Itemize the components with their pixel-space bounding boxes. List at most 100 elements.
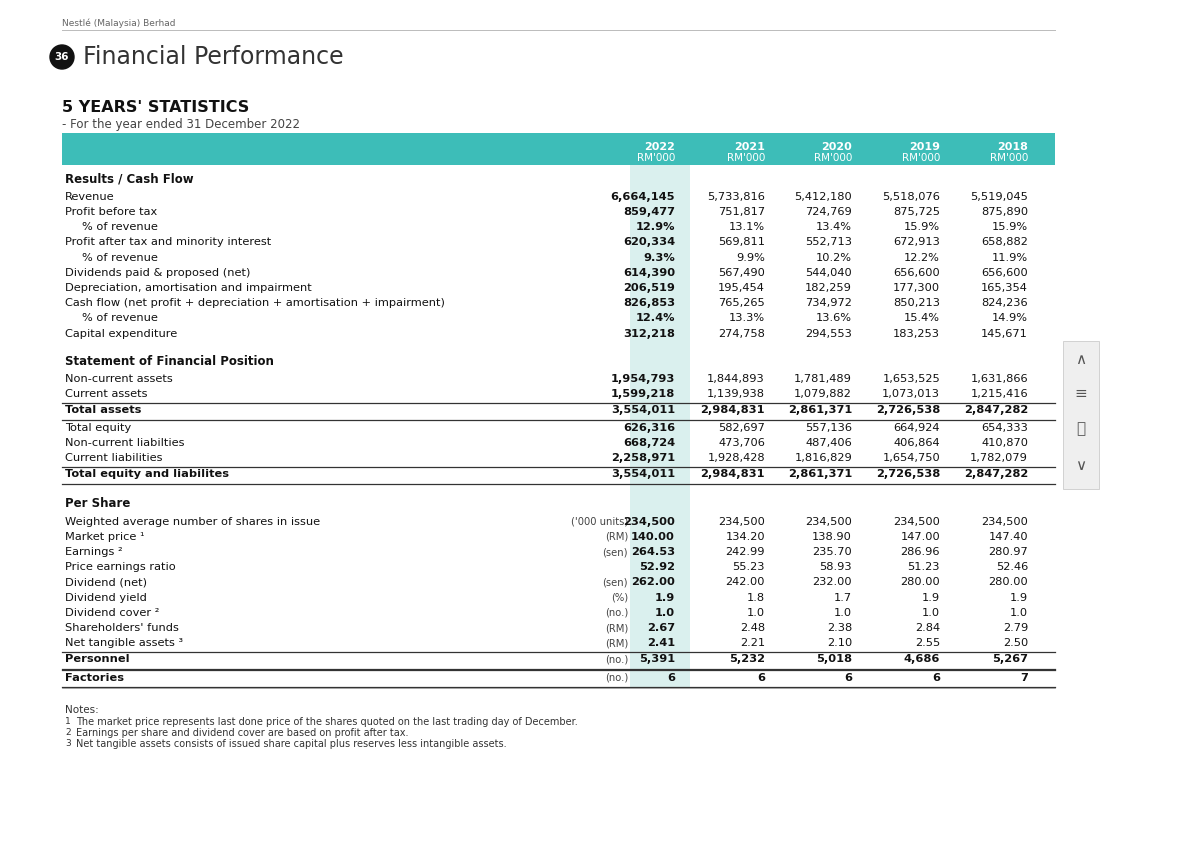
Text: 734,972: 734,972 — [805, 298, 852, 308]
Text: 7: 7 — [1020, 672, 1028, 683]
Text: ⌕: ⌕ — [1076, 421, 1086, 436]
Text: RM'000: RM'000 — [814, 153, 852, 163]
Text: (%): (%) — [611, 593, 628, 603]
Text: 147.00: 147.00 — [900, 531, 940, 542]
Text: 14.9%: 14.9% — [992, 313, 1028, 323]
Text: 1,654,750: 1,654,750 — [882, 453, 940, 463]
Text: 274,758: 274,758 — [718, 329, 766, 339]
Text: 6: 6 — [844, 672, 852, 683]
Text: 724,769: 724,769 — [805, 207, 852, 217]
Text: 138.90: 138.90 — [812, 531, 852, 542]
Text: 12.4%: 12.4% — [636, 313, 674, 323]
Text: 875,725: 875,725 — [893, 207, 940, 217]
Text: Current assets: Current assets — [65, 389, 148, 399]
Text: 9.9%: 9.9% — [736, 253, 766, 262]
Text: 6,664,145: 6,664,145 — [611, 192, 674, 202]
Text: 232.00: 232.00 — [812, 577, 852, 588]
Text: 13.6%: 13.6% — [816, 313, 852, 323]
Text: (no.): (no.) — [605, 655, 628, 665]
Text: 2.41: 2.41 — [647, 638, 674, 648]
Text: Dividend yield: Dividend yield — [65, 593, 146, 603]
Text: 672,913: 672,913 — [893, 238, 940, 247]
Text: Factories: Factories — [65, 672, 124, 683]
Text: Net tangible assets consists of issued share capital plus reserves less intangib: Net tangible assets consists of issued s… — [76, 739, 506, 749]
Text: Profit after tax and minority interest: Profit after tax and minority interest — [65, 238, 271, 247]
Text: 206,519: 206,519 — [623, 283, 674, 293]
Text: 406,864: 406,864 — [893, 438, 940, 447]
Text: Non-current assets: Non-current assets — [65, 374, 173, 384]
Text: Personnel: Personnel — [65, 655, 130, 665]
Text: Results / Cash Flow: Results / Cash Flow — [65, 172, 193, 186]
Text: Nestlé (Malaysia) Berhad: Nestlé (Malaysia) Berhad — [62, 18, 175, 27]
Text: 656,600: 656,600 — [893, 267, 940, 278]
Text: Dividends paid & proposed (net): Dividends paid & proposed (net) — [65, 267, 251, 278]
Text: 410,870: 410,870 — [982, 438, 1028, 447]
Text: 15.9%: 15.9% — [992, 222, 1028, 232]
Text: Cash flow (net profit + depreciation + amortisation + impairment): Cash flow (net profit + depreciation + a… — [65, 298, 445, 308]
Text: 656,600: 656,600 — [982, 267, 1028, 278]
Text: 5,518,076: 5,518,076 — [882, 192, 940, 202]
Text: 569,811: 569,811 — [718, 238, 766, 247]
Text: 2,984,831: 2,984,831 — [701, 469, 766, 479]
Text: 140.00: 140.00 — [631, 531, 674, 542]
Text: 5,519,045: 5,519,045 — [970, 192, 1028, 202]
Text: RM'000: RM'000 — [727, 153, 766, 163]
Text: 12.9%: 12.9% — [636, 222, 674, 232]
Text: 5,391: 5,391 — [638, 655, 674, 665]
Text: Total equity: Total equity — [65, 423, 131, 433]
Text: 177,300: 177,300 — [893, 283, 940, 293]
Text: 280.97: 280.97 — [989, 547, 1028, 557]
Text: ∨: ∨ — [1075, 458, 1086, 473]
Text: Price earnings ratio: Price earnings ratio — [65, 562, 175, 572]
Text: (sen): (sen) — [602, 577, 628, 588]
Text: 2: 2 — [65, 728, 71, 737]
Text: RM'000: RM'000 — [637, 153, 674, 163]
Text: 1,928,428: 1,928,428 — [707, 453, 766, 463]
Text: ∧: ∧ — [1075, 351, 1086, 367]
Text: Depreciation, amortisation and impairment: Depreciation, amortisation and impairmen… — [65, 283, 312, 293]
Text: 765,265: 765,265 — [719, 298, 766, 308]
Text: 2.48: 2.48 — [740, 623, 766, 633]
Circle shape — [50, 45, 74, 69]
Bar — [62, 133, 1055, 165]
Text: (no.): (no.) — [605, 672, 628, 683]
Text: 147.40: 147.40 — [989, 531, 1028, 542]
Text: (RM): (RM) — [605, 638, 628, 648]
Text: 52.92: 52.92 — [640, 562, 674, 572]
Text: 557,136: 557,136 — [805, 423, 852, 433]
Text: 6: 6 — [932, 672, 940, 683]
Text: 824,236: 824,236 — [982, 298, 1028, 308]
Text: 664,924: 664,924 — [894, 423, 940, 433]
Text: 582,697: 582,697 — [718, 423, 766, 433]
Text: 1,079,882: 1,079,882 — [794, 389, 852, 399]
Text: 1.8: 1.8 — [746, 593, 766, 603]
Text: 312,218: 312,218 — [623, 329, 674, 339]
Text: Total assets: Total assets — [65, 406, 142, 415]
Text: 567,490: 567,490 — [718, 267, 766, 278]
Text: 1,631,866: 1,631,866 — [971, 374, 1028, 384]
Text: 1,599,218: 1,599,218 — [611, 389, 674, 399]
Text: RM'000: RM'000 — [901, 153, 940, 163]
Text: Earnings ²: Earnings ² — [65, 547, 122, 557]
Text: Total equity and liabilites: Total equity and liabilites — [65, 469, 229, 479]
Text: 2,861,371: 2,861,371 — [787, 406, 852, 415]
Text: 5,733,816: 5,733,816 — [707, 192, 766, 202]
Text: ('000 units): ('000 units) — [571, 516, 628, 526]
Text: 850,213: 850,213 — [893, 298, 940, 308]
Text: 1.9: 1.9 — [1010, 593, 1028, 603]
Text: 473,706: 473,706 — [718, 438, 766, 447]
Bar — [1063, 341, 1099, 489]
Text: 4,686: 4,686 — [904, 655, 940, 665]
Text: Dividend (net): Dividend (net) — [65, 577, 148, 588]
Text: 15.4%: 15.4% — [904, 313, 940, 323]
Text: Statement of Financial Position: Statement of Financial Position — [65, 355, 274, 368]
Text: 2.84: 2.84 — [914, 623, 940, 633]
Text: 1.0: 1.0 — [655, 608, 674, 618]
Text: (RM): (RM) — [605, 623, 628, 633]
Text: 12.2%: 12.2% — [904, 253, 940, 262]
Text: 1: 1 — [65, 717, 71, 726]
Text: 145,671: 145,671 — [982, 329, 1028, 339]
Text: 552,713: 552,713 — [805, 238, 852, 247]
Text: % of revenue: % of revenue — [82, 253, 158, 262]
Text: 51.23: 51.23 — [907, 562, 940, 572]
